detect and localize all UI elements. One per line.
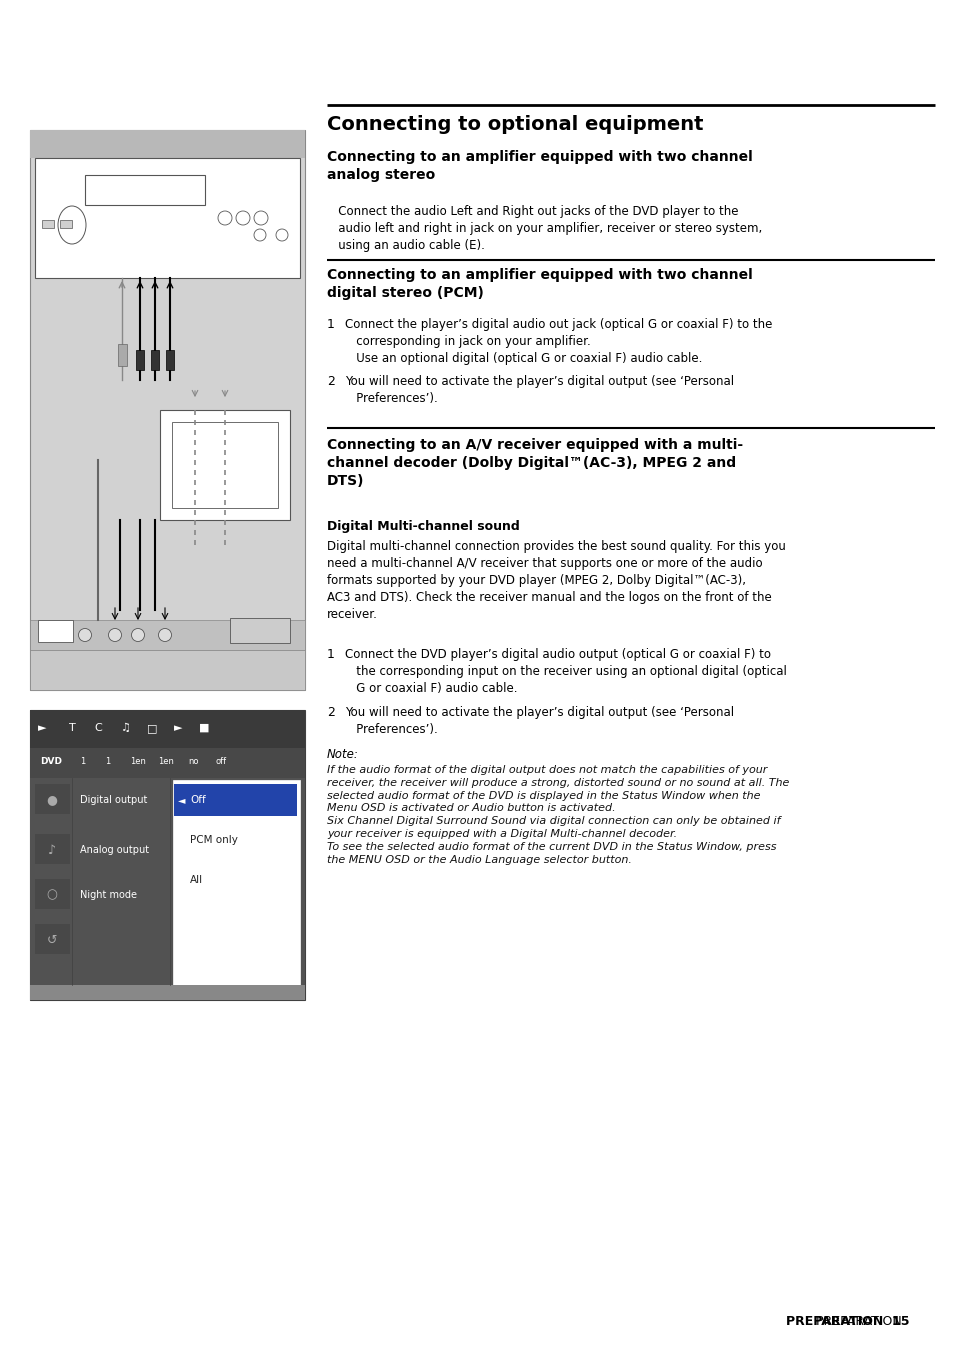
Text: Analog output: Analog output [80,844,149,855]
Text: no: no [188,758,198,766]
Bar [166,350,173,370]
Circle shape [235,211,250,226]
Bar [30,711,305,1000]
Text: Digital multi-channel connection provides the best sound quality. For this you
n: Digital multi-channel connection provide… [327,540,785,621]
Text: Connecting to an amplifier equipped with two channel
analog stereo: Connecting to an amplifier equipped with… [327,150,752,182]
Text: Note:: Note: [327,748,358,761]
Text: Digital output: Digital output [80,794,147,805]
Text: 1: 1 [327,648,335,661]
Text: 1en: 1en [130,758,146,766]
Text: Connecting to an amplifier equipped with two channel
digital stereo (PCM): Connecting to an amplifier equipped with… [327,267,752,300]
Text: Connect the DVD player’s digital audio output (optical G or coaxial F) to
   the: Connect the DVD player’s digital audio o… [345,648,786,694]
Text: 1: 1 [105,758,111,766]
Text: PREPARATION  15: PREPARATION 15 [785,1315,909,1328]
Bar [35,784,70,815]
Bar [30,748,305,778]
Bar [42,220,54,228]
Circle shape [253,230,266,240]
Text: ►: ► [173,723,182,734]
Text: Night mode: Night mode [80,890,137,900]
Bar [30,650,305,690]
Circle shape [218,211,232,226]
Bar [172,780,299,985]
Text: ↺: ↺ [47,934,57,947]
Text: 1en: 1en [158,758,173,766]
Text: 2: 2 [327,707,335,719]
Circle shape [132,628,144,642]
Text: PCM only: PCM only [190,835,237,844]
Bar [85,176,205,205]
Bar [30,985,305,1000]
Text: 1: 1 [80,758,85,766]
Text: If the audio format of the digital output does not match the capabilities of you: If the audio format of the digital outpu… [327,765,788,865]
Text: 1: 1 [327,317,335,331]
Text: 2: 2 [327,376,335,388]
Text: ●: ● [47,793,57,807]
Bar [30,130,305,690]
Bar [35,834,70,865]
Text: PREPARATION: PREPARATION [816,1315,909,1328]
Text: ○: ○ [47,889,57,901]
Text: □: □ [147,723,157,734]
Text: ◄: ◄ [178,794,185,805]
Bar [35,880,70,909]
Text: Connecting to optional equipment: Connecting to optional equipment [327,115,702,134]
Text: ►: ► [38,723,46,734]
Text: ■: ■ [198,723,209,734]
Text: All: All [190,875,203,885]
Circle shape [158,628,172,642]
Bar [173,784,296,816]
Text: T: T [69,723,75,734]
Circle shape [275,230,288,240]
Bar [160,409,290,520]
Circle shape [78,628,91,642]
Bar [230,617,290,643]
Text: ♫: ♫ [121,723,131,734]
Text: Digital Multi-channel sound: Digital Multi-channel sound [327,520,519,534]
Bar [30,130,305,158]
Text: Connect the audio Left and Right out jacks of the DVD player to the
   audio lef: Connect the audio Left and Right out jac… [327,205,761,253]
Text: Off: Off [190,794,206,805]
Bar [30,620,305,650]
Circle shape [109,628,121,642]
Bar [30,711,305,748]
Bar [38,620,73,642]
Bar [151,350,159,370]
Bar [117,345,127,366]
Text: Connect the player’s digital audio out jack (optical G or coaxial F) to the
   c: Connect the player’s digital audio out j… [345,317,772,365]
Bar [35,158,299,278]
Text: DVD: DVD [40,758,62,766]
Text: You will need to activate the player’s digital output (see ‘Personal
   Preferen: You will need to activate the player’s d… [345,376,734,405]
Bar [35,924,70,954]
Bar [30,778,305,985]
Circle shape [253,211,268,226]
Ellipse shape [58,205,86,245]
Text: off: off [214,758,226,766]
Text: Connecting to an A/V receiver equipped with a multi-
channel decoder (Dolby Digi: Connecting to an A/V receiver equipped w… [327,438,742,488]
Bar [60,220,71,228]
Text: ♪: ♪ [48,843,56,857]
Bar [172,422,277,508]
Text: C: C [94,723,102,734]
Text: You will need to activate the player’s digital output (see ‘Personal
   Preferen: You will need to activate the player’s d… [345,707,734,736]
Bar [136,350,144,370]
